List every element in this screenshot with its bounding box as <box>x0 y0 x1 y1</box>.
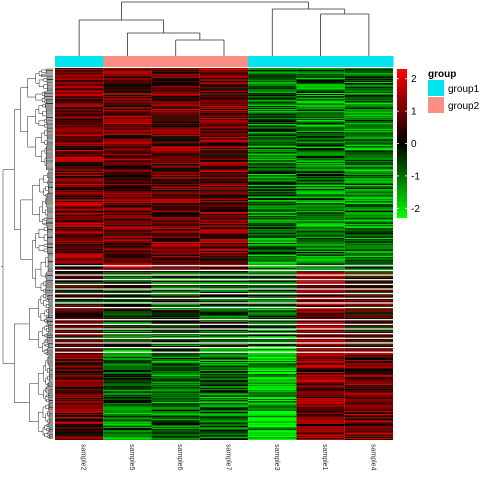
annotation-cell-sample5 <box>103 56 153 67</box>
heatmap-column-sample5 <box>103 68 152 440</box>
row-gap <box>55 269 393 272</box>
sample-label-sample4: sample4 <box>369 444 376 471</box>
row-gap <box>55 274 393 276</box>
sample-label-sample5: sample5 <box>128 444 135 471</box>
row-gap <box>55 283 393 285</box>
heatmap-column-sample7 <box>199 68 249 440</box>
row-gap <box>55 319 393 321</box>
color-scale-tick-label: 1 <box>411 107 417 118</box>
color-scale-tick-label: 2 <box>411 74 417 85</box>
annotation-cell-sample4 <box>344 56 394 67</box>
heatmap-column-sample1 <box>296 68 345 440</box>
column-dendrogram <box>78 1 370 56</box>
row-gap <box>55 351 393 353</box>
group-legend-swatch-group1 <box>428 80 444 96</box>
color-scale-legend: 2 1 0 -1 -2 <box>397 69 420 218</box>
group-annotation-bar <box>55 56 394 67</box>
sample-label-sample1: sample1 <box>321 444 328 471</box>
color-scale-tick-label: -2 <box>411 204 420 215</box>
row-gap <box>55 265 393 267</box>
heatmap-column-sample4 <box>344 68 393 440</box>
row-gap <box>55 337 393 339</box>
group-legend-label-group2: group2 <box>448 101 480 112</box>
row-gap <box>55 347 393 349</box>
heatmap-column-sample3 <box>248 68 297 440</box>
sample-label-sample6: sample6 <box>176 444 183 471</box>
annotation-cell-sample2 <box>55 56 104 67</box>
sample-label-sample3: sample3 <box>273 444 280 471</box>
row-gap <box>55 328 393 330</box>
color-scale-tick-label: 0 <box>411 139 417 150</box>
row-gap <box>55 302 393 304</box>
row-gap <box>55 288 393 290</box>
annotation-cell-sample1 <box>296 56 346 67</box>
sample-label-sample7: sample7 <box>225 444 232 471</box>
sample-tick-labels: sample2 sample5 sample6 sample7 sample3 sampl… <box>80 444 377 471</box>
group-legend-title: group <box>428 69 456 80</box>
row-gap <box>55 307 393 309</box>
row-gap <box>55 333 393 335</box>
annotation-cell-sample6 <box>151 56 201 67</box>
row-gap <box>55 297 393 299</box>
row-gap <box>55 342 393 344</box>
row-dendrogram <box>1 68 53 439</box>
heatmap-column-sample2 <box>55 68 104 440</box>
group-legend: group group1 group2 <box>428 69 480 113</box>
color-scale-tick-label: -1 <box>411 171 420 182</box>
heatmap-column-sample6 <box>151 68 200 440</box>
group-legend-label-group1: group1 <box>448 84 480 95</box>
row-gap <box>55 279 393 281</box>
annotation-cell-sample3 <box>248 56 297 67</box>
annotation-cell-sample7 <box>199 56 249 67</box>
sample-label-sample2: sample2 <box>80 444 87 471</box>
row-gap <box>55 293 393 295</box>
group-legend-swatch-group2 <box>428 97 444 113</box>
color-scale-bar <box>397 69 407 218</box>
row-gap <box>55 323 393 325</box>
heatmap-cells <box>55 68 393 440</box>
